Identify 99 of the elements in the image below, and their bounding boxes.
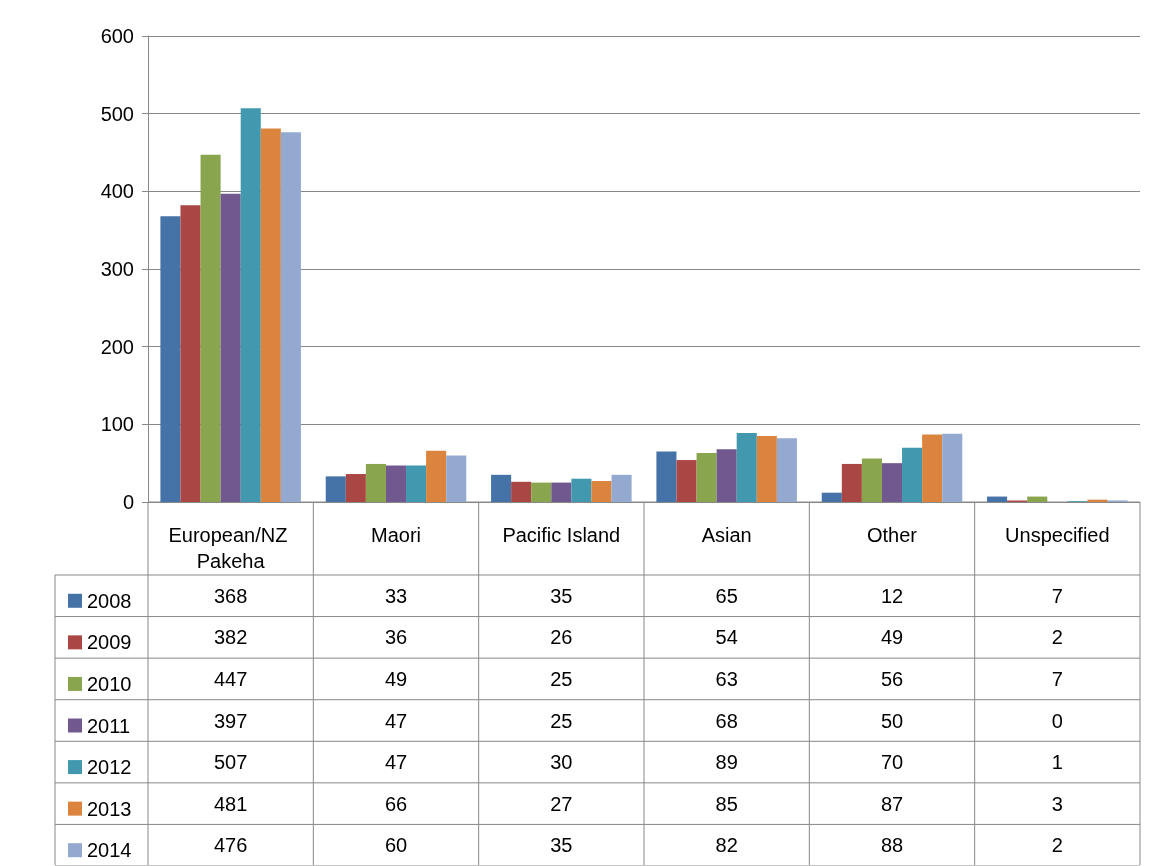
- bar: [821, 492, 842, 502]
- bar: [861, 458, 882, 502]
- data-label: 481: [213, 792, 248, 815]
- data-label: 35: [550, 584, 573, 607]
- bar: [656, 451, 677, 502]
- bar: [426, 450, 447, 502]
- legend-label: 2013: [87, 797, 132, 820]
- bar: [406, 465, 427, 502]
- legend-label: 2009: [87, 631, 132, 654]
- x-tick-label: Pacific Island: [502, 524, 621, 546]
- data-label: 397: [213, 709, 248, 732]
- bar: [902, 447, 923, 502]
- legend-label: 2012: [87, 756, 132, 779]
- data-label: 1: [1051, 751, 1063, 774]
- data-label: 47: [384, 709, 408, 732]
- bar: [531, 482, 552, 502]
- x-tick-label: Asian: [701, 524, 752, 546]
- data-label: 49: [880, 626, 904, 649]
- y-tick-label: 600: [100, 25, 134, 47]
- data-label: 0: [1051, 709, 1063, 732]
- x-tick-label: Other: [866, 524, 918, 546]
- bar: [345, 474, 366, 502]
- data-label: 2: [1051, 834, 1063, 857]
- data-label: 36: [384, 626, 408, 649]
- data-label: 70: [880, 751, 904, 774]
- data-label: 82: [715, 834, 738, 857]
- bar: [571, 478, 592, 502]
- x-tick-label: Unspecified: [1005, 524, 1110, 546]
- y-tick-label: 0: [122, 491, 134, 513]
- bar: [922, 434, 943, 502]
- bar: [365, 463, 386, 502]
- data-label: 7: [1051, 584, 1063, 607]
- bar: [611, 474, 632, 502]
- data-label: 87: [880, 792, 904, 815]
- legend-label: 2010: [87, 672, 132, 695]
- data-label: 25: [550, 667, 573, 690]
- bar: [696, 453, 717, 502]
- bar: [841, 463, 862, 502]
- data-label: 50: [880, 709, 904, 732]
- data-label: 12: [880, 584, 904, 607]
- y-tick-label: 200: [100, 335, 134, 358]
- bar: [716, 449, 737, 502]
- data-label: 476: [213, 834, 248, 857]
- data-label: 85: [715, 792, 738, 815]
- data-label: 7: [1051, 667, 1063, 690]
- data-label: 26: [550, 626, 573, 649]
- legend-label: 2014: [87, 839, 132, 862]
- legend-label: 2011: [87, 714, 131, 737]
- data-label: 89: [715, 751, 738, 774]
- bar: [736, 432, 757, 502]
- bar: [160, 216, 181, 502]
- x-tick-label: Maori: [370, 524, 422, 546]
- bar: [200, 154, 221, 502]
- data-label: 47: [384, 751, 408, 774]
- data-label: 56: [880, 667, 904, 690]
- data-label: 66: [384, 792, 408, 815]
- bar: [325, 476, 346, 502]
- x-tick-label: European/NZ Pakeha: [168, 524, 293, 572]
- data-label: 68: [715, 709, 738, 732]
- bar: [676, 460, 697, 502]
- data-label: 63: [715, 667, 738, 690]
- data-label: 30: [550, 751, 573, 774]
- data-label: 447: [213, 667, 248, 690]
- bar: [756, 435, 777, 502]
- data-label: 507: [213, 751, 248, 774]
- bar: [551, 482, 572, 502]
- bar: [260, 128, 281, 502]
- data-label: 25: [550, 709, 573, 732]
- y-tick-label: 400: [100, 180, 134, 203]
- bar: [776, 438, 797, 502]
- data-label: 3: [1051, 792, 1063, 815]
- bar: [240, 108, 261, 502]
- data-label: 33: [384, 584, 408, 607]
- bar: [1027, 496, 1048, 502]
- y-tick-label: 300: [100, 258, 134, 280]
- data-label: 88: [880, 834, 904, 857]
- bar: [942, 433, 963, 502]
- data-label: 27: [550, 792, 573, 815]
- bar: [280, 132, 301, 502]
- bar: [511, 481, 532, 502]
- bar: [220, 193, 241, 502]
- data-label: 65: [715, 584, 738, 607]
- data-label: 54: [715, 626, 738, 649]
- data-label: 368: [213, 584, 248, 607]
- y-tick-label: 500: [100, 102, 134, 125]
- bar: [881, 463, 903, 502]
- bar: [591, 481, 612, 502]
- data-label: 2: [1051, 626, 1063, 649]
- data-label: 60: [384, 834, 408, 857]
- bar: [180, 205, 201, 502]
- data-label: 49: [384, 667, 408, 690]
- data-label: 382: [213, 626, 248, 649]
- bar: [491, 474, 512, 502]
- y-tick-label: 100: [100, 413, 134, 436]
- data-label: 35: [550, 834, 573, 857]
- legend-label: 2008: [87, 589, 132, 612]
- bar: [385, 465, 407, 502]
- bar: [987, 496, 1008, 502]
- bar: [446, 455, 467, 502]
